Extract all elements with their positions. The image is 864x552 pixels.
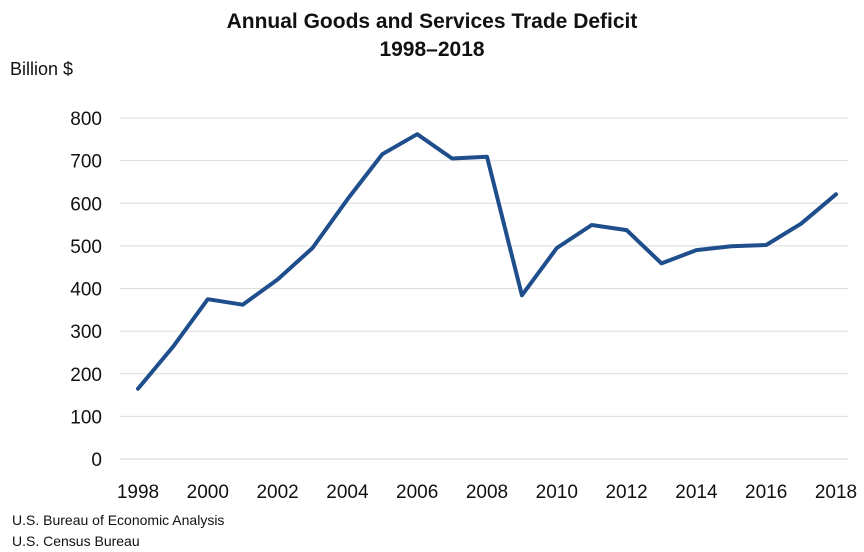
- data-point-2003: [311, 247, 314, 250]
- y-axis-label: Billion $: [10, 59, 74, 79]
- data-point-2001: [241, 303, 244, 306]
- data-point-2010: [555, 247, 558, 250]
- data-point-2000: [206, 298, 209, 301]
- data-point-2017: [800, 222, 803, 225]
- y-tick-label: 600: [70, 194, 102, 215]
- data-point-2011: [590, 223, 593, 226]
- data-point-2009: [520, 294, 523, 297]
- data-point-2015: [730, 245, 733, 248]
- x-tick-label: 2008: [466, 482, 508, 503]
- y-tick-label: 0: [91, 450, 102, 471]
- data-point-2004: [346, 198, 349, 201]
- x-tick-label: 2002: [256, 482, 298, 503]
- x-tick-label: 2010: [536, 482, 578, 503]
- series-line-0: [136, 132, 838, 391]
- chart-subtitle-line: 1998–2018: [379, 38, 485, 61]
- source-line-bea: U.S. Bureau of Economic Analysis: [12, 512, 225, 528]
- data-point-2008: [486, 155, 489, 158]
- y-tick-label: 500: [70, 237, 102, 258]
- data-point-1999: [171, 345, 174, 348]
- x-tick-label: 2014: [675, 482, 718, 503]
- y-tick-label: 300: [70, 322, 102, 343]
- source-line-census: U.S. Census Bureau: [12, 533, 140, 549]
- data-point-2002: [276, 278, 279, 281]
- x-tick-label: 2016: [745, 482, 787, 503]
- y-tick-label: 400: [70, 280, 102, 301]
- data-point-1998: [137, 387, 140, 390]
- data-point-2013: [660, 262, 663, 265]
- gridlines: [120, 117, 848, 460]
- y-tick-label: 200: [70, 365, 102, 386]
- data-point-2005: [381, 153, 384, 156]
- data-point-2018: [835, 193, 838, 196]
- data-point-2016: [765, 244, 768, 247]
- x-tick-label: 1998: [117, 482, 159, 503]
- y-tick-label: 100: [70, 407, 102, 428]
- y-tick-label: 800: [70, 109, 102, 130]
- series-layer: [136, 132, 838, 391]
- source-notes: U.S. Bureau of Economic Analysis U.S. Ce…: [12, 510, 224, 552]
- x-tick-label: 2012: [605, 482, 647, 503]
- data-point-2014: [695, 249, 698, 252]
- data-point-2007: [451, 157, 454, 160]
- data-point-2006: [416, 133, 419, 136]
- data-point-2012: [625, 229, 628, 232]
- x-tick-label: 2018: [815, 482, 857, 503]
- x-axis-ticks: 1998 2000 2002 2004 2006 2008 2010 2012 2014 2016…: [117, 482, 857, 503]
- x-tick-label: 2006: [396, 482, 438, 503]
- x-tick-label: 2004: [326, 482, 369, 503]
- x-tick-label: 2000: [187, 482, 229, 503]
- chart-title-line: Annual Goods and Services Trade Deficit: [226, 10, 638, 33]
- y-tick-label: 700: [70, 152, 102, 173]
- y-axis-ticks: 0 100 200 300 400 500 600 700 800: [70, 109, 102, 471]
- chart-title: Annual Goods and Services Trade Deficit …: [0, 8, 864, 64]
